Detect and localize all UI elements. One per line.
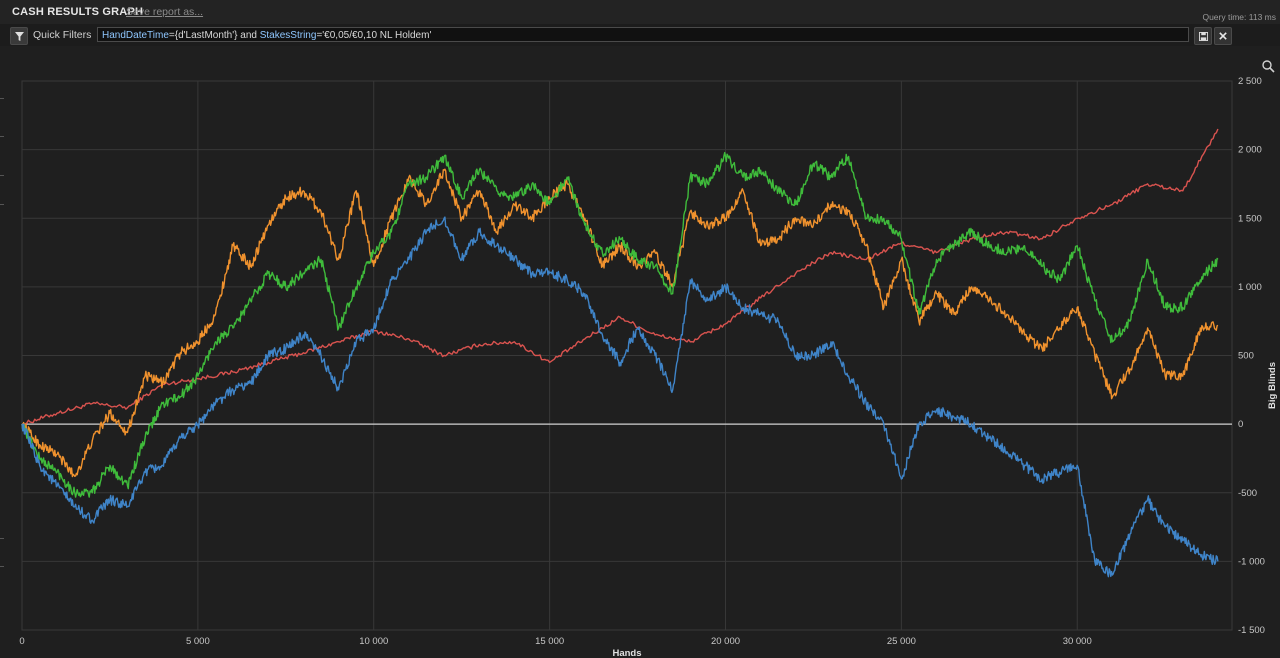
close-icon	[1219, 32, 1227, 40]
y-axis-title: Big Blinds	[1267, 362, 1278, 409]
x-tick-label: 20 000	[711, 636, 740, 647]
filter-icon	[14, 31, 24, 41]
save-report-link[interactable]: Save report as...	[126, 6, 204, 18]
page-title: CASH RESULTS GRAPH	[12, 6, 144, 18]
x-tick-label: 30 000	[1063, 636, 1092, 647]
filter-query-input[interactable]: HandDateTime={d'LastMonth'} and StakesSt…	[97, 27, 1189, 42]
y-tick-label: 500	[1238, 351, 1254, 362]
x-tick-label: 10 000	[359, 636, 388, 647]
y-tick-label: 2 500	[1238, 76, 1262, 87]
y-tick-label: -500	[1238, 488, 1257, 499]
query-time-label: Query time: 113 ms	[1202, 12, 1276, 22]
y-tick-label: 1 500	[1238, 213, 1262, 224]
chart-grid	[21, 80, 1233, 631]
query-key-1: HandDateTime	[102, 30, 169, 41]
y-tick-label: 2 000	[1238, 145, 1262, 156]
y-tick-label: -1 500	[1238, 625, 1265, 636]
x-axis-ticks: 0 5 000 10 000 15 000 20 000 25 000 30 000	[19, 636, 1091, 647]
y-tick-label: 1 000	[1238, 282, 1262, 293]
series-line-2	[21, 151, 1219, 498]
query-val-2: ='€0,05/€0,10 NL Holdem'	[316, 30, 432, 41]
quick-filters-label: Quick Filters	[33, 29, 92, 41]
query-key-2: StakesString	[259, 30, 317, 41]
series-lines	[21, 128, 1219, 578]
x-tick-label: 25 000	[887, 636, 916, 647]
x-axis-title: Hands	[612, 648, 641, 658]
x-tick-label: 15 000	[535, 636, 564, 647]
series-line-0	[21, 128, 1219, 427]
series-line-1	[21, 168, 1219, 478]
x-tick-label: 5 000	[186, 636, 210, 647]
zoom-icon[interactable]	[1262, 60, 1275, 73]
filter-bar: Quick Filters HandDateTime={d'LastMonth'…	[0, 24, 1280, 46]
series-line-3	[21, 216, 1219, 578]
y-tick-label: 0	[1238, 419, 1243, 430]
y-tick-label: -1 000	[1238, 556, 1265, 567]
filter-toggle-button[interactable]	[10, 27, 28, 45]
save-filter-button[interactable]	[1194, 27, 1212, 45]
query-val-1: ={d'LastMonth'} and	[168, 30, 260, 41]
clear-filter-button[interactable]	[1214, 27, 1232, 45]
x-tick-label: 0	[19, 636, 24, 647]
y-axis-ticks: -1 500 -1 000 -500 0 500 1 000 1 500 2 000 2 500	[1238, 76, 1265, 636]
save-icon	[1198, 31, 1208, 41]
